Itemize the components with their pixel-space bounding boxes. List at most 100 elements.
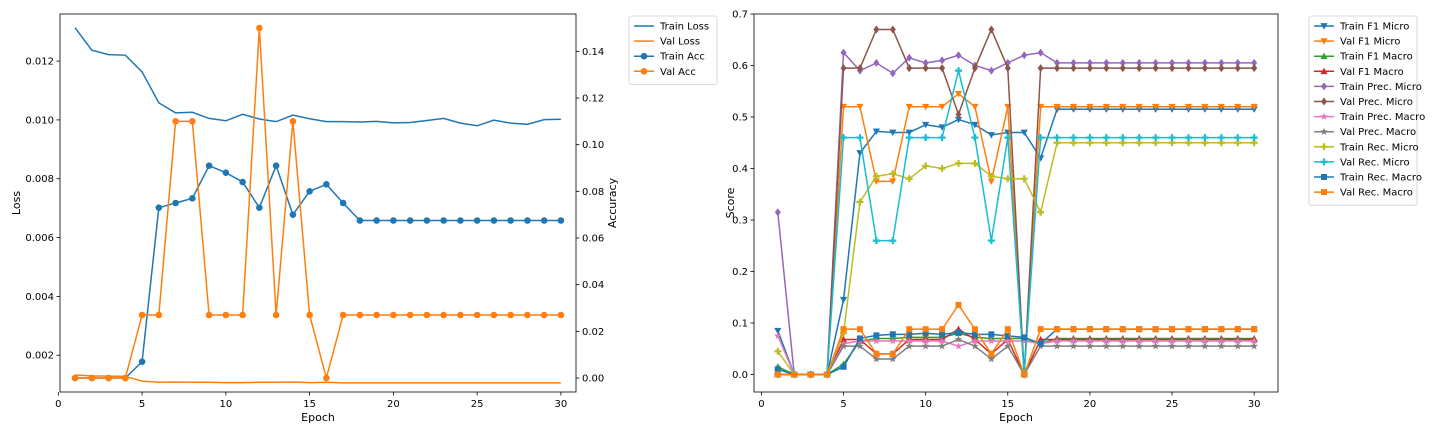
plot-frame bbox=[753, 13, 1279, 393]
x-axis-ticks: 0 5 10 15 20 25 30 bbox=[55, 392, 567, 410]
data-point bbox=[872, 337, 881, 345]
data-point bbox=[1102, 134, 1110, 142]
data-point bbox=[1218, 58, 1225, 67]
data-point bbox=[987, 132, 995, 139]
data-point bbox=[1251, 64, 1258, 73]
data-point bbox=[1151, 337, 1160, 345]
x-tick-label: 10 bbox=[219, 399, 232, 410]
series-val-rec-macro bbox=[774, 301, 1258, 378]
data-point bbox=[189, 118, 196, 125]
series-train-loss bbox=[74, 27, 561, 127]
x-tick-label: 10 bbox=[919, 399, 932, 410]
data-point bbox=[1020, 175, 1028, 183]
y-right-axis-label: Accuracy bbox=[606, 177, 619, 228]
y-tick-label: 0.0 bbox=[732, 370, 748, 381]
data-point bbox=[1069, 337, 1078, 345]
data-point bbox=[138, 311, 146, 319]
data-point bbox=[889, 178, 897, 185]
y-axis-label: Loss bbox=[10, 191, 23, 215]
data-point bbox=[807, 371, 814, 378]
data-point bbox=[1053, 342, 1061, 350]
data-point bbox=[939, 326, 946, 333]
data-point bbox=[1233, 337, 1242, 345]
data-point bbox=[988, 331, 995, 338]
data-point bbox=[906, 331, 913, 338]
data-point bbox=[490, 311, 498, 319]
data-point bbox=[1119, 103, 1127, 111]
data-point bbox=[1086, 64, 1093, 73]
data-point bbox=[172, 118, 179, 125]
data-point bbox=[938, 124, 946, 131]
data-point bbox=[873, 25, 880, 34]
data-point bbox=[955, 159, 963, 167]
legend-entry: Train F1 Micro bbox=[1339, 22, 1409, 33]
data-point bbox=[905, 134, 913, 142]
data-point bbox=[172, 199, 179, 207]
plot-frame bbox=[59, 13, 577, 393]
data-point bbox=[423, 311, 431, 319]
data-point bbox=[1070, 64, 1077, 73]
data-point bbox=[1119, 326, 1126, 333]
data-point bbox=[824, 371, 831, 378]
data-point bbox=[954, 116, 963, 124]
data-point bbox=[1119, 58, 1126, 67]
data-point bbox=[1251, 58, 1258, 67]
series-val-prec-micro bbox=[774, 25, 1258, 379]
data-point bbox=[524, 311, 531, 319]
data-point bbox=[840, 326, 847, 333]
data-point bbox=[272, 311, 280, 319]
x-tick-label: 5 bbox=[840, 399, 846, 410]
legend-entry: Train F1 Macro bbox=[1339, 52, 1413, 63]
data-point bbox=[889, 170, 897, 178]
y-right-tick-label: 0.02 bbox=[582, 327, 604, 338]
data-point bbox=[906, 53, 913, 62]
data-point bbox=[1201, 64, 1208, 73]
data-point bbox=[189, 195, 196, 202]
series-line bbox=[777, 27, 1255, 376]
data-point bbox=[954, 342, 963, 350]
data-point bbox=[1069, 103, 1078, 111]
series-line bbox=[74, 27, 561, 127]
data-point bbox=[889, 355, 897, 363]
data-point bbox=[971, 331, 978, 338]
data-point bbox=[205, 162, 213, 169]
data-point bbox=[922, 134, 930, 142]
y-tick-label: 0.6 bbox=[732, 61, 748, 72]
legend-entry: Val F1 Macro bbox=[1340, 67, 1404, 78]
data-point bbox=[938, 337, 946, 345]
legend-marker bbox=[1321, 97, 1327, 106]
data-point bbox=[390, 311, 397, 319]
data-point bbox=[1169, 64, 1176, 73]
data-point bbox=[872, 128, 880, 136]
data-point bbox=[1086, 58, 1093, 67]
y-right-axis-ticks: 0.00 0.02 0.04 0.06 0.08 0.10 0.12 0.14 bbox=[576, 47, 604, 385]
data-point bbox=[71, 374, 79, 382]
y-right-tick-label: 0.06 bbox=[582, 234, 604, 245]
data-point bbox=[1234, 58, 1241, 67]
data-point bbox=[905, 103, 913, 111]
x-tick-label: 15 bbox=[1001, 399, 1014, 410]
data-point bbox=[373, 217, 380, 224]
data-point bbox=[922, 121, 930, 129]
y-right-tick-label: 0.10 bbox=[582, 140, 604, 151]
y-axis-label: Score bbox=[724, 187, 737, 218]
data-point bbox=[1086, 326, 1093, 333]
data-point bbox=[955, 67, 963, 75]
data-point bbox=[922, 103, 930, 111]
data-point bbox=[272, 162, 280, 169]
legend-entry: Val Rec. Micro bbox=[1340, 157, 1410, 168]
data-point bbox=[856, 64, 863, 73]
legend-marker bbox=[1320, 23, 1328, 30]
data-point bbox=[1054, 64, 1061, 73]
data-point bbox=[524, 217, 531, 224]
data-point bbox=[1135, 103, 1143, 111]
legend-entry: Val Acc bbox=[660, 67, 696, 78]
data-point bbox=[1185, 58, 1192, 67]
data-point bbox=[873, 350, 880, 357]
data-point bbox=[423, 217, 431, 224]
data-point bbox=[906, 64, 913, 73]
data-point bbox=[1201, 103, 1209, 111]
data-point bbox=[1119, 64, 1126, 73]
data-point bbox=[557, 217, 565, 224]
data-point bbox=[373, 311, 380, 319]
